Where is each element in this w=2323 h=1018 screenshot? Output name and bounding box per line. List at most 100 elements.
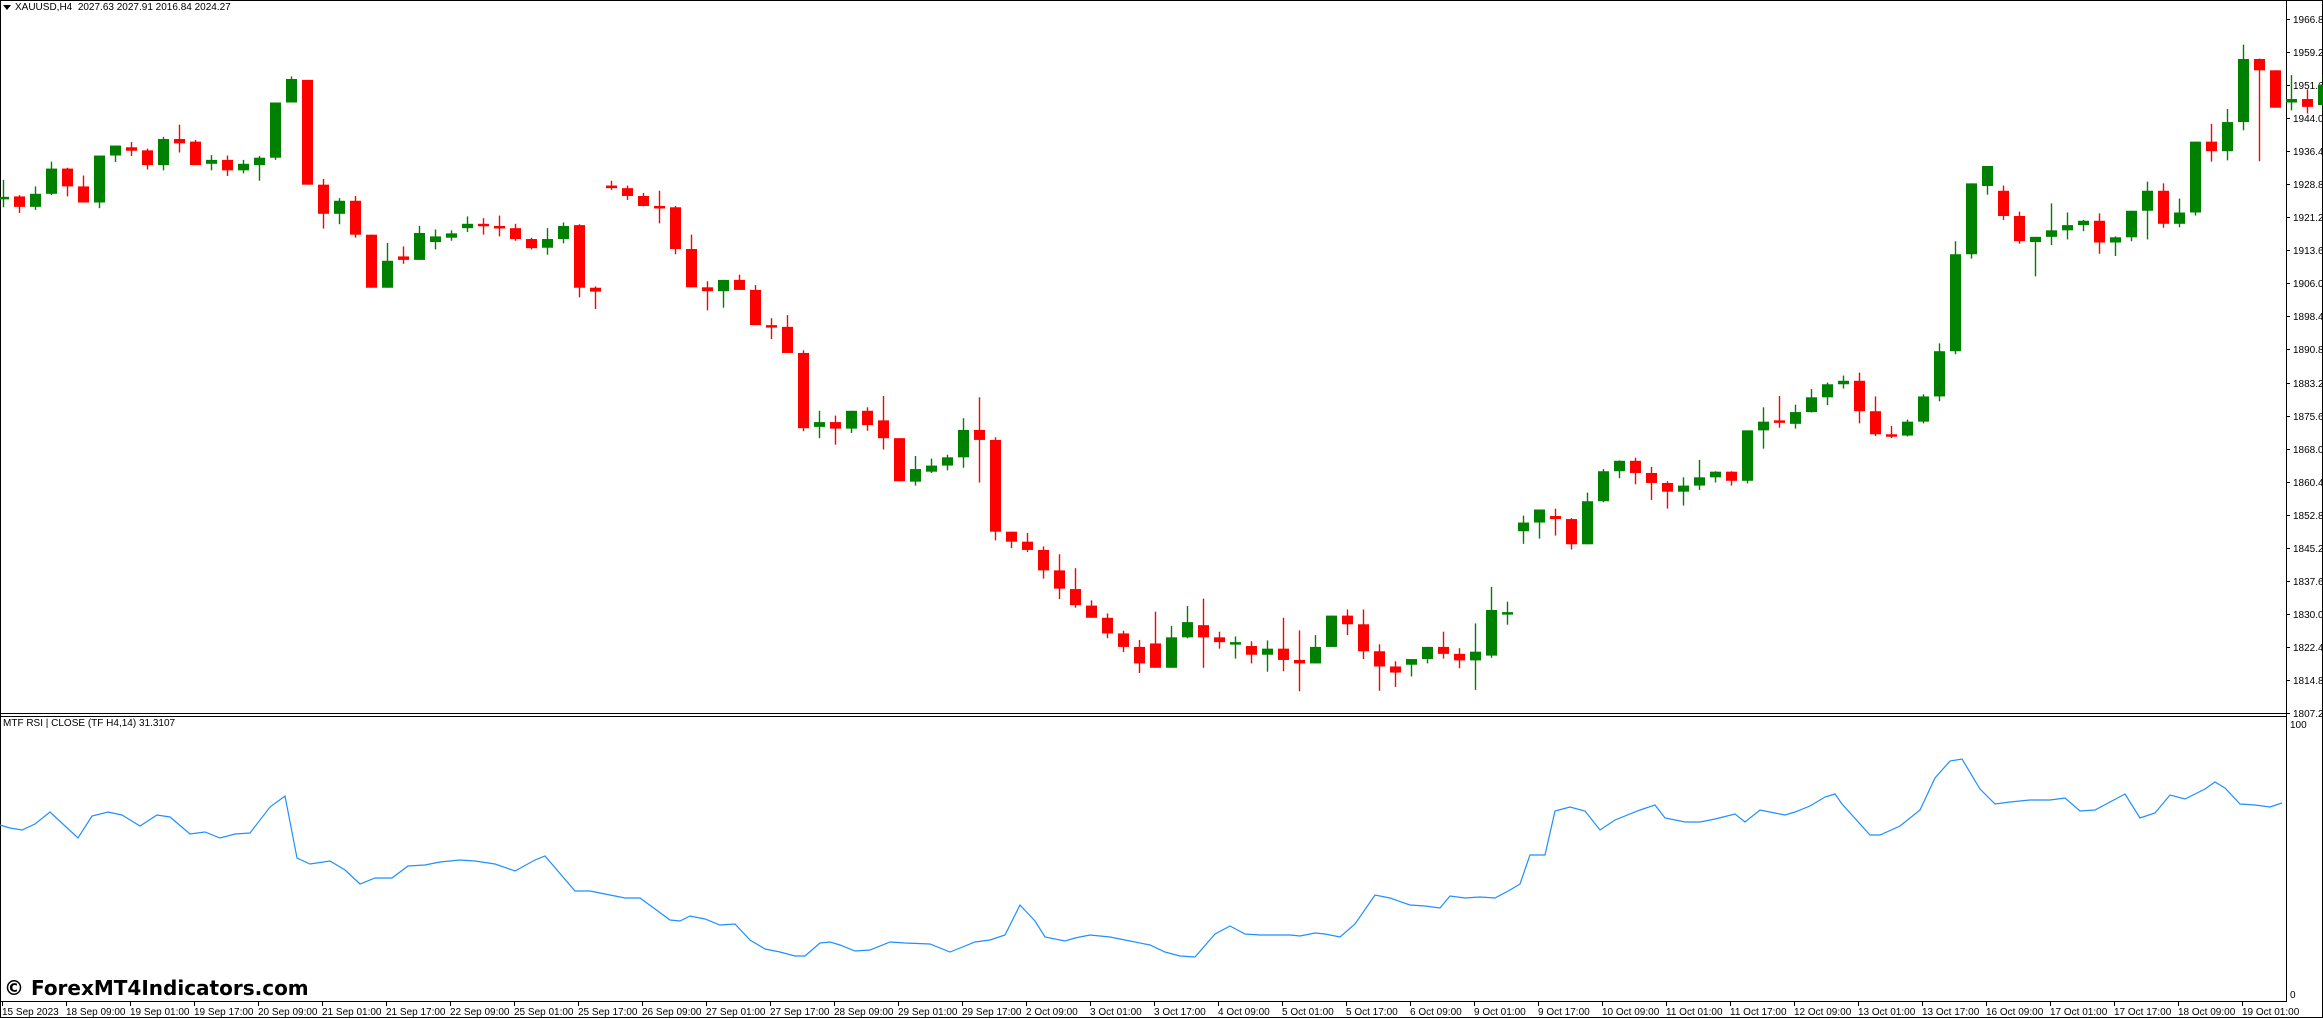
candle[interactable] (334, 198, 345, 225)
candle[interactable] (2014, 211, 2025, 244)
candle[interactable] (1614, 460, 1625, 479)
candle[interactable] (2222, 109, 2233, 161)
candle[interactable] (1294, 630, 1305, 692)
candle[interactable] (398, 246, 409, 264)
candle[interactable] (1710, 471, 1721, 483)
candle[interactable] (1934, 343, 1945, 402)
candle[interactable] (1758, 407, 1769, 449)
candle[interactable] (894, 438, 905, 482)
candle[interactable] (446, 230, 457, 241)
candle[interactable] (1742, 430, 1753, 484)
candle[interactable] (1022, 532, 1033, 553)
candle[interactable] (190, 139, 201, 166)
candle[interactable] (1102, 613, 1113, 639)
candle[interactable] (110, 145, 121, 163)
candle[interactable] (1070, 568, 1081, 608)
candle[interactable] (1854, 372, 1865, 424)
candle[interactable] (670, 205, 681, 255)
candle[interactable] (1454, 648, 1465, 669)
candle[interactable] (926, 458, 937, 473)
candle[interactable] (974, 397, 985, 483)
candle[interactable] (814, 410, 825, 439)
candle[interactable] (1550, 508, 1561, 536)
candle[interactable] (590, 286, 601, 310)
candle[interactable] (766, 318, 777, 340)
candle[interactable] (286, 76, 297, 103)
candle[interactable] (1214, 631, 1225, 649)
candle[interactable] (862, 407, 873, 431)
candle[interactable] (1326, 615, 1337, 647)
candle[interactable] (1358, 609, 1369, 660)
candle[interactable] (2270, 70, 2281, 108)
candle[interactable] (606, 180, 617, 190)
candle[interactable] (126, 142, 137, 156)
candle[interactable] (174, 124, 185, 153)
candle[interactable] (14, 195, 25, 213)
candle[interactable] (1502, 601, 1513, 625)
candle[interactable] (1310, 635, 1321, 664)
candle[interactable] (2030, 236, 2041, 277)
candle[interactable] (350, 195, 361, 238)
candle[interactable] (318, 179, 329, 229)
candle[interactable] (622, 185, 633, 200)
candle[interactable] (62, 167, 73, 197)
candle[interactable] (1134, 639, 1145, 673)
candle[interactable] (1838, 375, 1849, 389)
candle[interactable] (2206, 123, 2217, 162)
candle[interactable] (1998, 185, 2009, 220)
candle[interactable] (686, 234, 697, 288)
candle[interactable] (1582, 492, 1593, 545)
candle[interactable] (526, 237, 537, 250)
candle[interactable] (1886, 426, 1897, 439)
candle[interactable] (366, 234, 377, 288)
candle[interactable] (990, 437, 1001, 541)
candle[interactable] (1630, 457, 1641, 485)
candle[interactable] (1246, 641, 1257, 664)
candle[interactable] (1774, 396, 1785, 428)
candle[interactable] (1870, 396, 1881, 437)
candle[interactable] (78, 175, 89, 203)
candle[interactable] (1278, 617, 1289, 672)
candle[interactable] (1182, 606, 1193, 639)
candle[interactable] (2142, 181, 2153, 240)
candle[interactable] (2110, 236, 2121, 256)
candle[interactable] (734, 274, 745, 290)
candle[interactable] (798, 350, 809, 432)
candle[interactable] (1086, 600, 1097, 618)
candle[interactable] (1598, 469, 1609, 503)
candle[interactable] (222, 155, 233, 176)
candle[interactable] (94, 155, 105, 209)
candle[interactable] (942, 454, 953, 471)
candle[interactable] (1038, 546, 1049, 579)
candle[interactable] (1950, 241, 1961, 355)
candle[interactable] (1150, 611, 1161, 668)
candle[interactable] (510, 223, 521, 241)
candle[interactable] (302, 79, 313, 185)
candle[interactable] (382, 242, 393, 288)
candle[interactable] (574, 224, 585, 298)
candle[interactable] (1230, 636, 1241, 659)
candle[interactable] (1662, 481, 1673, 509)
candle[interactable] (462, 216, 473, 233)
candle[interactable] (414, 225, 425, 260)
candle[interactable] (1006, 531, 1017, 549)
candle[interactable] (254, 155, 265, 181)
candle[interactable] (1518, 515, 1529, 544)
candle[interactable] (238, 159, 249, 174)
candle[interactable] (2158, 183, 2169, 228)
candle[interactable] (1918, 394, 1929, 424)
candle[interactable] (1694, 459, 1705, 490)
candle[interactable] (910, 456, 921, 486)
candle[interactable] (1054, 554, 1065, 600)
candle[interactable] (718, 279, 729, 308)
candle[interactable] (1822, 382, 1833, 406)
candle[interactable] (2046, 203, 2057, 246)
candle[interactable] (830, 415, 841, 445)
candle[interactable] (654, 190, 665, 224)
candle[interactable] (1678, 477, 1689, 506)
candle[interactable] (1118, 630, 1129, 653)
candle[interactable] (2254, 58, 2265, 162)
candle[interactable] (1902, 419, 1913, 437)
candle[interactable] (142, 148, 153, 170)
candle[interactable] (2286, 75, 2297, 111)
